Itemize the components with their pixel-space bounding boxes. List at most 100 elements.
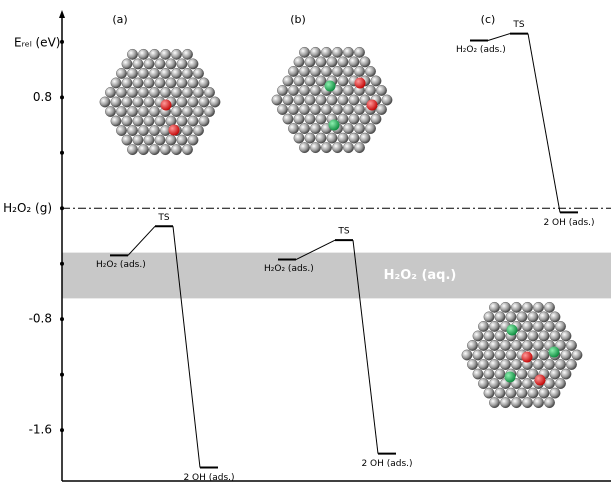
atom [527,311,539,323]
atom [354,104,365,115]
atom [132,134,144,146]
atom [149,106,160,117]
atom [149,144,160,156]
atom [461,349,473,361]
atom [149,48,160,60]
atom [138,48,149,60]
atom [293,56,305,68]
atom [110,96,122,108]
atom [332,104,343,115]
band-label: H₂O₂ (aq.) [384,268,457,283]
atom [489,378,500,389]
atom [160,144,171,156]
y-minor-tick [60,150,64,155]
atom [560,349,572,361]
atom [326,56,338,68]
atom [560,330,572,342]
atom [478,340,489,351]
atom [472,349,484,361]
atom [527,387,539,399]
atom [310,85,321,96]
y-minor-tick [60,39,64,44]
y-axis-arrow [59,10,65,18]
atom [182,144,193,156]
atom [304,75,316,87]
atom [522,397,533,409]
atom [176,96,188,108]
atom [116,106,127,117]
cluster-images [99,46,583,409]
atom-highlight [354,77,366,89]
atom [549,368,561,380]
atom [171,106,182,117]
atom [193,68,204,79]
atom [110,115,122,127]
atom [533,321,544,332]
atom [154,115,166,127]
atom [193,125,204,136]
atom [132,77,144,89]
atom [359,132,371,144]
atom [193,106,204,117]
atom [365,85,376,96]
atom [337,75,349,87]
atom [516,330,528,342]
atom [121,77,133,89]
atom [337,113,349,125]
atom [299,46,310,58]
atom [198,115,210,127]
atom [321,104,332,115]
atom [160,87,171,98]
atom [171,87,182,98]
atom [500,301,511,313]
atom [182,87,193,98]
atom [293,75,305,87]
atom [282,94,294,106]
atom [494,311,506,323]
atom [472,330,484,342]
atom [315,113,327,125]
atom [370,75,382,87]
atom [132,115,144,127]
atom [182,68,193,79]
atom-highlight [366,99,378,111]
atom [467,359,478,370]
atom [489,321,500,332]
atom [149,125,160,136]
atom [315,94,327,106]
atom [282,75,294,87]
atom [359,56,371,68]
atom [310,66,321,77]
atom [182,48,193,60]
atom [99,96,111,108]
level-label: TS [157,213,169,223]
atom [299,66,310,77]
atom [304,113,316,125]
atom [544,397,555,409]
atom [538,311,550,323]
atom [304,132,316,144]
atom [549,387,561,399]
atom [478,378,489,389]
atom [533,340,544,351]
atom [538,387,550,399]
atom [354,123,365,134]
atom [315,56,327,68]
atom [121,96,133,108]
atom [533,301,544,313]
atom [288,123,299,134]
atom [538,349,550,361]
atom [293,94,305,106]
atom [544,359,555,370]
atom [160,68,171,79]
atom [489,397,500,409]
atom [343,66,354,77]
atom [143,96,155,108]
atom [321,142,332,154]
atom [143,77,155,89]
atom [182,125,193,136]
atom [533,359,544,370]
atom [354,66,365,77]
